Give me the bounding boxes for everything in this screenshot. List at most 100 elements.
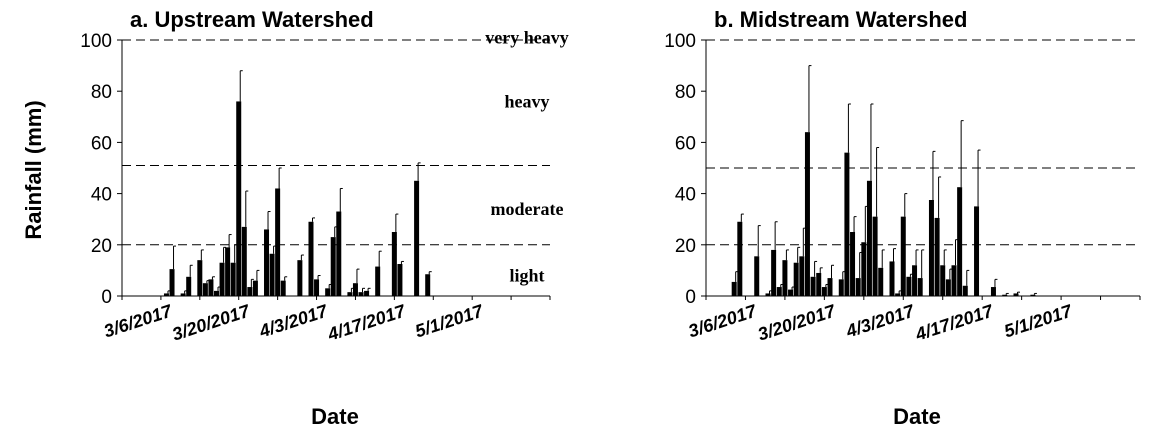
bar-midstream xyxy=(1002,294,1008,296)
y-tick-label-midstream: 80 xyxy=(675,82,696,103)
bar-midstream xyxy=(821,287,827,296)
y-tick-label-midstream: 100 xyxy=(664,31,696,52)
bar-midstream xyxy=(895,293,901,296)
bar-midstream xyxy=(957,187,963,296)
bar-upstream xyxy=(425,274,431,296)
bar-upstream xyxy=(180,293,186,296)
band-label-upstream: light xyxy=(509,266,544,286)
bar-upstream xyxy=(314,279,320,296)
bar-upstream xyxy=(225,247,231,296)
y-tick-label-upstream: 100 xyxy=(80,31,112,52)
y-tick-label-upstream: 0 xyxy=(101,287,112,308)
bar-midstream xyxy=(872,216,878,296)
bar-upstream xyxy=(264,229,270,296)
bar-midstream xyxy=(804,132,810,296)
bar-midstream xyxy=(889,261,895,296)
bar-upstream xyxy=(280,280,286,296)
y-tick-label-upstream: 20 xyxy=(91,236,112,257)
bar-upstream xyxy=(364,290,370,296)
panel-upstream: a. Upstream Watershed Date 0 20 40 60 80 100 3… xyxy=(80,7,568,429)
bar-midstream xyxy=(855,278,861,296)
x-tick-label-upstream: 4/3/2017 xyxy=(256,300,331,341)
bar-midstream xyxy=(850,232,856,296)
bar-upstream xyxy=(241,226,247,296)
x-tick-label-midstream: 3/20/2017 xyxy=(755,300,838,344)
bar-upstream xyxy=(169,269,175,296)
x-tick-label-upstream: 4/17/2017 xyxy=(324,300,408,344)
x-tick-label-midstream: 3/6/2017 xyxy=(686,300,760,341)
y-tick-label-upstream: 40 xyxy=(91,185,112,206)
x-tick-label-upstream: 5/1/2017 xyxy=(413,300,487,341)
bar-midstream xyxy=(900,216,906,296)
bar-upstream xyxy=(163,293,169,296)
bar-upstream xyxy=(414,180,420,296)
chart-title-upstream: a. Upstream Watershed xyxy=(130,7,374,32)
bar-upstream xyxy=(336,211,342,296)
bar-midstream xyxy=(962,285,968,296)
band-label-upstream: very heavy xyxy=(485,27,568,47)
bar-upstream xyxy=(202,283,208,296)
bar-upstream xyxy=(208,279,214,296)
bar-midstream xyxy=(934,217,940,296)
bar-midstream xyxy=(844,152,850,296)
bar-midstream xyxy=(945,279,951,296)
bar-midstream xyxy=(788,289,794,296)
bar-midstream xyxy=(838,279,844,296)
bar-midstream xyxy=(782,260,788,296)
bar-upstream xyxy=(308,221,314,296)
band-label-upstream: heavy xyxy=(505,91,550,111)
bar-upstream xyxy=(252,280,258,296)
x-tick-label-upstream: 3/20/2017 xyxy=(170,300,253,344)
bar-midstream xyxy=(940,265,946,296)
bar-upstream xyxy=(358,292,364,296)
bar-midstream xyxy=(731,281,737,296)
bar-upstream xyxy=(397,264,403,296)
bar-upstream xyxy=(391,232,397,296)
bar-upstream xyxy=(375,266,381,296)
bar-midstream xyxy=(793,262,799,296)
panel-midstream: b. Midstream Watershed Date 0 20 40 60 80 100… xyxy=(664,7,1141,429)
y-tick-label-midstream: 40 xyxy=(675,185,696,206)
bar-upstream xyxy=(325,288,331,296)
y-tick-label-midstream: 60 xyxy=(675,133,696,154)
bar-midstream xyxy=(810,276,816,296)
bar-midstream xyxy=(1030,294,1036,296)
bar-midstream xyxy=(816,272,822,296)
bar-upstream xyxy=(330,237,336,296)
bar-midstream xyxy=(799,256,805,296)
bar-midstream xyxy=(776,287,782,296)
bar-midstream xyxy=(861,242,867,296)
bar-upstream xyxy=(219,262,225,296)
x-tick-label-upstream: 3/6/2017 xyxy=(101,300,175,341)
bar-upstream xyxy=(247,287,253,296)
bar-upstream xyxy=(269,253,275,296)
bar-midstream xyxy=(765,293,771,296)
bar-midstream xyxy=(917,278,923,296)
bar-upstream xyxy=(230,262,236,296)
y-tick-label-midstream: 0 xyxy=(685,287,696,308)
y-axis-title: Rainfall (mm) xyxy=(21,100,46,239)
band-label-upstream: moderate xyxy=(491,199,564,219)
bar-upstream xyxy=(186,276,192,296)
bar-midstream xyxy=(951,265,957,296)
bar-midstream xyxy=(737,221,743,296)
bar-midstream xyxy=(974,206,980,296)
bar-upstream xyxy=(236,101,242,296)
bar-upstream xyxy=(213,290,219,296)
bar-midstream xyxy=(827,278,833,296)
bar-midstream xyxy=(1013,293,1019,296)
x-axis-title-upstream: Date xyxy=(311,404,359,429)
x-tick-label-midstream: 5/1/2017 xyxy=(1001,300,1075,341)
bar-midstream xyxy=(866,180,872,296)
x-tick-label-midstream: 4/17/2017 xyxy=(912,300,996,344)
bar-midstream xyxy=(990,287,996,296)
bar-upstream xyxy=(352,283,358,296)
y-tick-label-upstream: 80 xyxy=(91,82,112,103)
bar-upstream xyxy=(297,260,303,296)
bar-midstream xyxy=(771,249,777,296)
x-axis-title-midstream: Date xyxy=(893,404,941,429)
bar-upstream xyxy=(347,292,353,296)
bar-midstream xyxy=(754,256,760,296)
bar-midstream xyxy=(928,200,934,296)
